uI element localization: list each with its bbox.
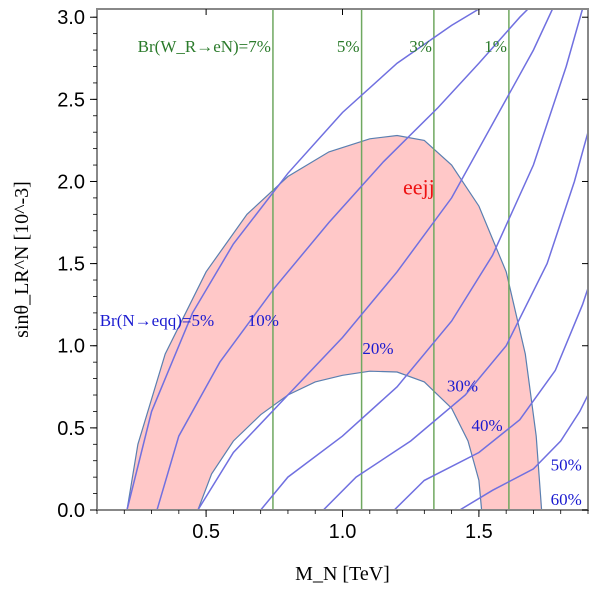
plot-area xyxy=(126,9,588,511)
br-eqq-curve-4 xyxy=(322,132,588,510)
y-tick-label-3: 1.5 xyxy=(57,254,85,276)
y-tick-label-6: 3.0 xyxy=(57,7,85,29)
br-eqq-curve-5 xyxy=(393,287,588,510)
annotation-5: 40% xyxy=(471,416,502,435)
annotation-7: 60% xyxy=(551,490,582,509)
annotation-1: Br(N→eqq)=5% xyxy=(100,311,214,330)
y-axis-label: sinθ_LR^N [10^-3] xyxy=(11,181,33,338)
br-eqq-curve-6 xyxy=(459,394,588,510)
br-eqq-curve-0 xyxy=(126,9,480,510)
x-axis-label: M_N [TeV] xyxy=(295,563,390,585)
br-eN-label-0: Br(W_R→eN)=7% xyxy=(138,37,271,56)
annotation-4: 30% xyxy=(447,377,478,396)
br-eN-label-1: 5% xyxy=(337,37,360,56)
y-tick-label-0: 0.0 xyxy=(57,500,85,522)
br-eqq-curve-1 xyxy=(156,9,529,510)
x-tick-label-2: 1.5 xyxy=(465,521,493,543)
br-eqq-curve-3 xyxy=(260,9,584,510)
annotation-2: 10% xyxy=(248,311,279,330)
x-tick-label-0: 0.5 xyxy=(192,521,220,543)
br-eN-label-2: 3% xyxy=(409,37,432,56)
y-tick-label-1: 0.5 xyxy=(57,418,85,440)
annotation-6: 50% xyxy=(551,456,582,475)
annotation-0: eejj xyxy=(403,175,435,200)
axes: 0.5 1.0 1.5 0.0 0.5 1.0 1.5 2.0 2.5 3.0 M_N [TeV] s… xyxy=(11,7,589,585)
br-eN-label-3: 1% xyxy=(484,37,507,56)
eejj-region-inner-edge xyxy=(197,370,483,511)
eejj-region xyxy=(127,135,542,510)
annotations: Br(W_R→eN)=7% 5% 3% 1% eejj Br(N→eqq)=5% 10% 20… xyxy=(100,37,582,509)
annotation-3: 20% xyxy=(362,339,393,358)
br-eqq-curve-2 xyxy=(197,9,554,510)
y-tick-label-2: 1.0 xyxy=(57,336,85,358)
y-tick-label-5: 2.5 xyxy=(57,89,85,111)
eejj-region-outer-edge xyxy=(126,134,543,511)
x-tick-label-1: 1.0 xyxy=(329,521,357,543)
y-tick-label-4: 2.0 xyxy=(57,171,85,193)
